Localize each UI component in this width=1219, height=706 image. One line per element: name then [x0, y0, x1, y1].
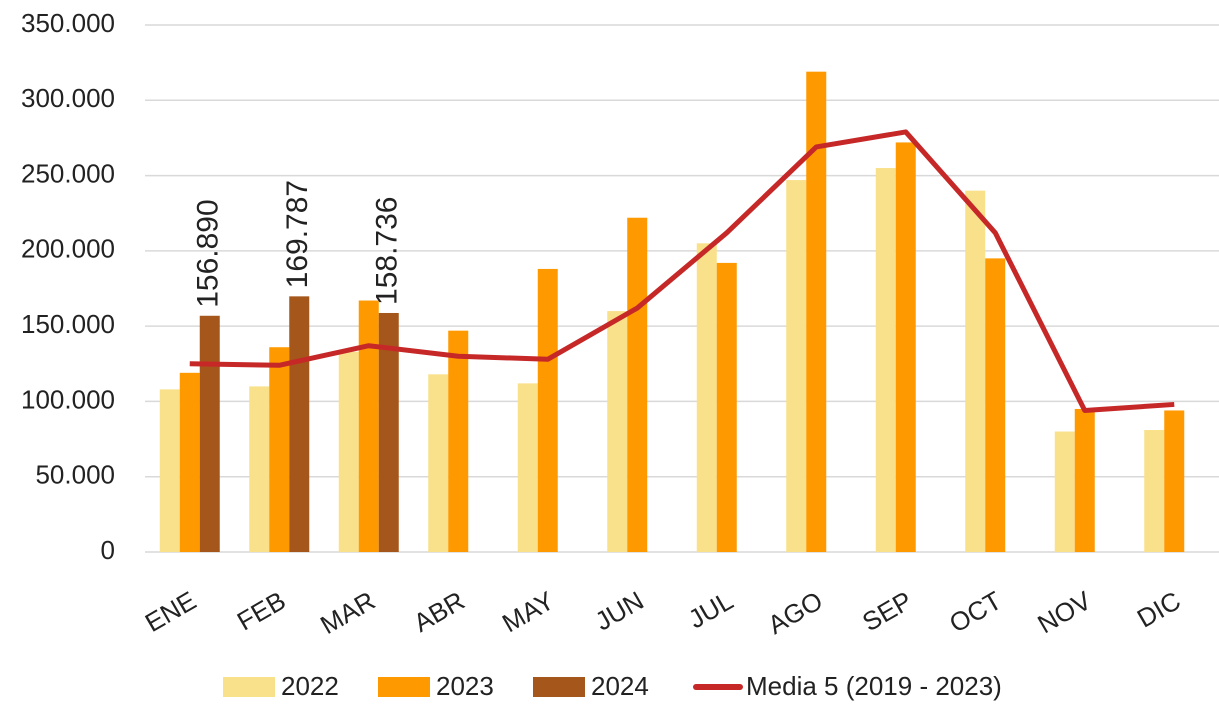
bar: [249, 386, 270, 552]
data-label: 169.787: [281, 180, 314, 288]
legend-label: 2023: [436, 671, 494, 701]
bar: [965, 190, 986, 552]
bar: [806, 71, 827, 553]
bar: [378, 312, 399, 552]
x-tick-label: MAR: [315, 585, 380, 640]
x-tick-label: JUL: [683, 585, 738, 634]
x-tick-label: FEB: [232, 585, 291, 636]
bar: [985, 258, 1006, 552]
y-tick-label: 350.000: [21, 8, 115, 38]
x-tick-label: MAY: [497, 585, 559, 638]
x-tick-label: JUN: [590, 585, 649, 636]
legend-swatch: [223, 677, 275, 697]
y-tick-label: 50.000: [35, 460, 115, 490]
legend-swatch: [533, 677, 585, 697]
bar: [716, 262, 737, 552]
y-tick-label: 0: [101, 535, 115, 565]
bar: [607, 311, 628, 552]
bar: [1144, 430, 1165, 552]
y-tick-label: 200.000: [21, 234, 115, 264]
bar: [159, 389, 180, 552]
bar: [537, 268, 558, 552]
bar: [428, 374, 449, 552]
bar: [1164, 410, 1185, 552]
x-tick-label: DIC: [1132, 585, 1186, 633]
bar: [358, 300, 379, 552]
bar: [627, 217, 648, 552]
legend-label: Media 5 (2019 - 2023): [746, 671, 1002, 701]
legend-label: 2022: [281, 671, 339, 701]
bar: [1054, 431, 1075, 552]
y-tick-label: 250.000: [21, 158, 115, 188]
bar: [1074, 408, 1095, 552]
bar: [448, 330, 469, 552]
bar: [696, 243, 717, 553]
x-tick-label: ABR: [408, 585, 469, 638]
data-label: 158.736: [371, 197, 404, 305]
line-series: [189, 129, 1175, 413]
x-tick-label: NOV: [1032, 585, 1096, 639]
bar: [338, 351, 359, 552]
bar: [289, 296, 310, 552]
x-tick-label: AGO: [763, 585, 828, 640]
x-tick-label: ENE: [140, 585, 201, 638]
data-label: 156.890: [192, 199, 225, 307]
legend-swatch: [378, 677, 430, 697]
y-tick-label: 150.000: [21, 309, 115, 339]
bar: [875, 168, 896, 553]
y-tick-label: 100.000: [21, 384, 115, 414]
x-tick-label: OCT: [944, 585, 1007, 638]
legend-label: 2024: [591, 671, 649, 701]
bar: [517, 383, 538, 552]
x-tick-label: SEP: [857, 585, 917, 637]
bar: [895, 142, 916, 552]
bar: [786, 180, 807, 553]
bar: [269, 347, 290, 552]
bar: [179, 372, 200, 552]
y-tick-label: 300.000: [21, 83, 115, 113]
bar: [199, 315, 220, 552]
